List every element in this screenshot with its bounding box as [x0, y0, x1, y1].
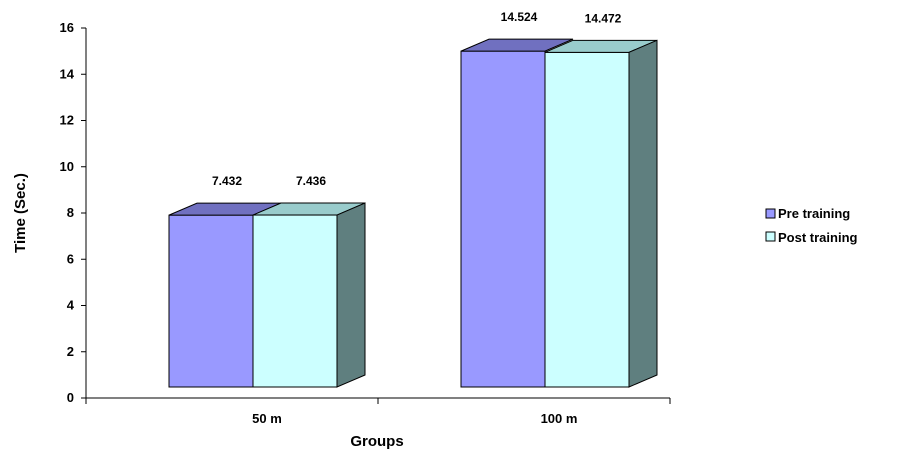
- y-tick-label: 6: [67, 251, 74, 266]
- bar-post-training: [544, 51, 630, 388]
- data-label: 7.432: [212, 174, 242, 188]
- x-axis-title: Groups: [350, 433, 403, 450]
- labels: 50 m 100 m 7.432 7.436 14.524 14.472: [212, 10, 622, 426]
- bar-pre-training: [460, 50, 546, 388]
- bars: [168, 38, 658, 388]
- x-tick-label: 50 m: [252, 411, 282, 426]
- y-tick-label: 4: [67, 298, 75, 313]
- bar-pre-training: [168, 214, 254, 388]
- y-tick-label: 10: [60, 159, 74, 174]
- bar-side: [628, 39, 658, 388]
- y-tick-label: 8: [67, 205, 74, 220]
- y-tick-label: 14: [60, 66, 75, 81]
- legend-swatch-pre-training: [765, 208, 776, 219]
- y-axis-title: Time (Sec.): [12, 173, 29, 253]
- x-tick-label: 100 m: [541, 411, 578, 426]
- y-tick-label: 12: [60, 113, 74, 128]
- legend-box: [755, 198, 913, 250]
- bar-post-training: [252, 214, 338, 388]
- y-tick-label: 0: [67, 390, 74, 405]
- legend-label-pre-training: Pre training: [778, 206, 850, 221]
- legend: Pre training Post training: [755, 198, 913, 250]
- data-label: 14.524: [501, 10, 538, 24]
- axes: 0 2 4 6 8 10 12 14 16: [60, 20, 671, 405]
- data-label: 14.472: [585, 11, 622, 25]
- y-tick-label: 2: [67, 344, 74, 359]
- bar-side: [336, 202, 366, 388]
- legend-label-post-training: Post training: [778, 230, 858, 245]
- data-label: 7.436: [296, 174, 326, 188]
- bar-top-pre-training: [460, 38, 574, 52]
- legend-swatch-post-training: [765, 231, 776, 242]
- y-tick-label: 16: [60, 20, 74, 35]
